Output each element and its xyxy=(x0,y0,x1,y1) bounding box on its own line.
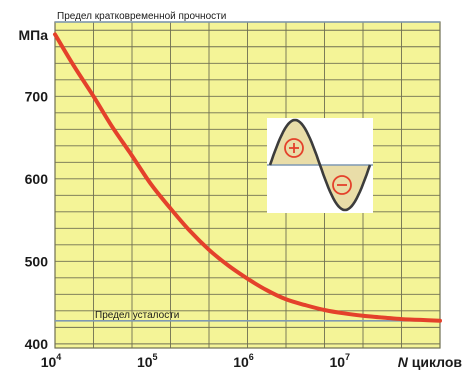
fatigue-curve xyxy=(53,32,442,323)
labels: Предел кратковременной прочности Предел у… xyxy=(18,11,462,370)
series xyxy=(53,32,442,323)
y-tick-label: 500 xyxy=(25,253,49,269)
y-tick-label: 700 xyxy=(25,88,49,104)
fatigue-limit-label: Предел усталости xyxy=(95,310,179,321)
plus-icon xyxy=(284,138,304,158)
x-tick-label: 104 xyxy=(41,352,62,370)
inset-positive-area xyxy=(270,120,320,165)
ultimate-strength-label: Предел кратковременной прочности xyxy=(57,11,226,22)
y-axis-unit: МПа xyxy=(18,27,48,43)
sinusoidal-stress-cycle-icon xyxy=(267,118,373,213)
minus-icon xyxy=(332,175,352,195)
inset-negative-area xyxy=(320,165,370,210)
x-tick-label: 105 xyxy=(137,352,158,370)
y-tick-label: 400 xyxy=(25,336,49,352)
grid xyxy=(55,22,440,348)
reference-lines xyxy=(55,21,440,322)
x-axis-label: N циклов xyxy=(398,354,463,370)
x-tick-label: 107 xyxy=(329,352,350,370)
x-tick-label: 106 xyxy=(233,352,254,370)
y-tick-label: 600 xyxy=(25,171,49,187)
inset-sine-wave xyxy=(268,118,372,212)
